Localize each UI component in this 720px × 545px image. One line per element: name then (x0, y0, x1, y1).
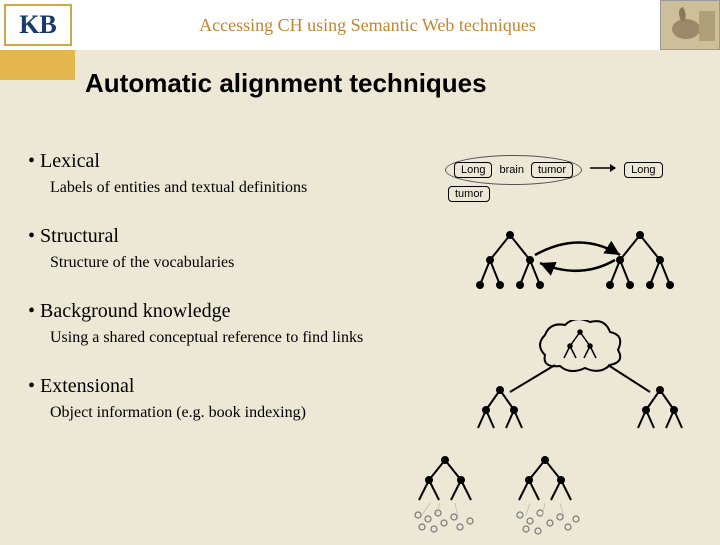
term-box: tumor (448, 186, 490, 202)
term-box: tumor (531, 162, 573, 178)
logo-text: KB (19, 10, 57, 39)
bullet-sub: Using a shared conceptual reference to f… (50, 329, 448, 347)
accent-bar (0, 50, 75, 80)
term-box: Long (624, 162, 662, 178)
bullet-head: Background knowledge (28, 300, 448, 323)
term-box: Long (454, 162, 492, 178)
bullet-head: Lexical (28, 150, 448, 173)
bullet-sub: Labels of entities and textual definitio… (50, 179, 448, 197)
logo-kb: KB (0, 0, 75, 50)
bullet-head: Extensional (28, 375, 448, 398)
bullet-list: Lexical Labels of entities and textual d… (28, 150, 448, 450)
ellipse-group: Long brain tumor (445, 155, 582, 185)
bullet-sub: Structure of the vocabularies (50, 254, 448, 272)
bullet-extensional: Extensional Object information (e.g. boo… (28, 375, 448, 422)
bullet-background: Background knowledge Using a shared conc… (28, 300, 448, 347)
bullet-structural: Structural Structure of the vocabularies (28, 225, 448, 272)
slide-title: Automatic alignment techniques (85, 68, 487, 99)
diagram-structural (470, 225, 690, 305)
arrow-icon (590, 161, 616, 179)
bullet-head: Structural (28, 225, 448, 248)
term-plain: brain (496, 164, 526, 176)
bullet-sub: Object information (e.g. book indexing) (50, 404, 448, 422)
diagram-extensional (400, 455, 600, 535)
header: KB Accessing CH using Semantic Web techn… (0, 0, 720, 50)
diagram-background (460, 320, 700, 430)
logo-right-image (660, 0, 720, 50)
header-title: Accessing CH using Semantic Web techniqu… (75, 15, 660, 36)
diagram-lexical: Long brain tumor Long tumor (445, 155, 710, 195)
bullet-lexical: Lexical Labels of entities and textual d… (28, 150, 448, 197)
